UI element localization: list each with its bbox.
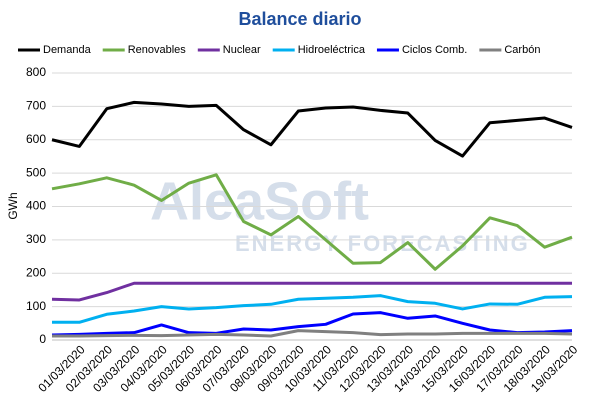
series-line — [52, 329, 573, 338]
series-line — [51, 311, 573, 337]
legend-label: Carbón — [504, 44, 540, 56]
y-tick-label: 300 — [26, 232, 46, 246]
legend-label: Hidroeléctrica — [298, 44, 366, 56]
series-line — [51, 100, 573, 158]
watermark: AleaSoft — [150, 171, 369, 231]
y-tick-label: 0 — [39, 332, 46, 346]
legend-label: Renovables — [128, 44, 187, 56]
y-tick-label: 100 — [26, 299, 46, 313]
y-tick-label: 400 — [26, 199, 46, 213]
series-line — [51, 173, 573, 271]
y-tick-label: 200 — [26, 265, 46, 279]
legend-label: Ciclos Comb. — [402, 44, 467, 56]
series-line — [52, 294, 573, 324]
chart-title: Balance diario — [238, 9, 361, 29]
watermark: ENERGY FORECASTING — [235, 231, 530, 256]
y-tick-label: 500 — [26, 165, 46, 179]
y-tick-label: 700 — [26, 99, 46, 113]
legend-label: Demanda — [43, 44, 92, 56]
legend-label: Nuclear — [223, 44, 261, 56]
y-tick-label: 600 — [26, 132, 46, 146]
series-line — [51, 281, 572, 302]
y-axis-label: GWh — [6, 192, 20, 219]
y-tick-label: 800 — [26, 65, 46, 79]
